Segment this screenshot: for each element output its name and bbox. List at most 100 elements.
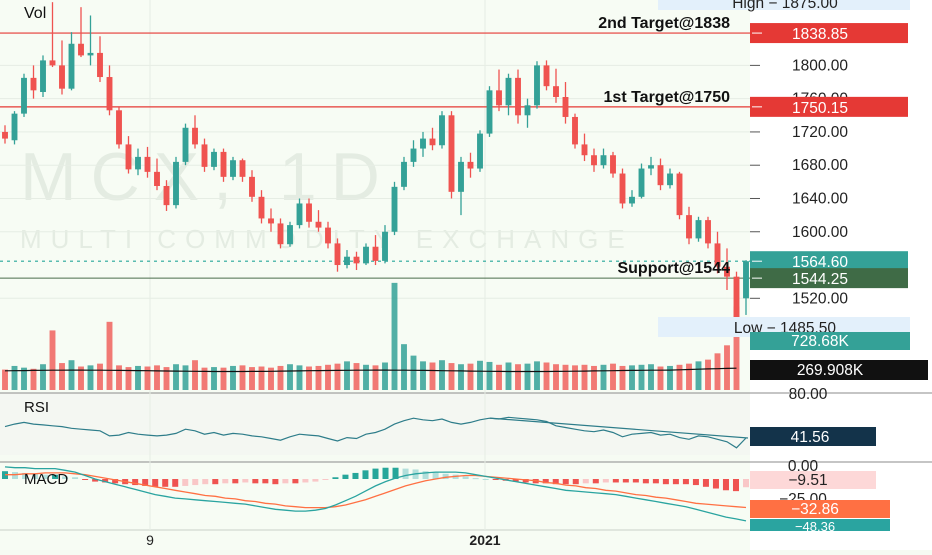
candle-body — [344, 256, 350, 266]
volume-bar — [382, 362, 388, 390]
candle-body — [163, 186, 170, 206]
candle-body — [59, 65, 65, 89]
candle-body — [106, 77, 113, 111]
volume-bar — [477, 360, 483, 390]
volume-bar — [667, 365, 673, 390]
macd-histogram-bar — [612, 479, 619, 483]
price-badge — [750, 96, 908, 117]
candle-body — [211, 151, 217, 167]
candle-body — [363, 246, 369, 264]
macd-signal-line — [5, 472, 747, 509]
candle-body — [78, 43, 84, 56]
volume-bar — [97, 363, 103, 390]
candle-body — [21, 77, 27, 114]
volume-bar — [410, 355, 417, 390]
volume-bar — [116, 365, 122, 390]
candle-body — [30, 77, 37, 91]
x-tick-label: 9 — [146, 532, 154, 548]
y-tick-label: 1720.00 — [792, 124, 848, 141]
macd-histogram-bar — [402, 468, 409, 479]
macd-histogram-bar — [162, 479, 169, 487]
volume-bar — [68, 360, 75, 390]
candle-body — [676, 173, 683, 216]
macd-histogram-bar — [672, 479, 679, 485]
volume-ma-badge-label: 269.908K — [797, 362, 864, 379]
volume-bar — [705, 359, 711, 390]
volume-bar — [287, 364, 293, 390]
candle-body — [296, 203, 303, 226]
watermark-name: MULTI COMMODITY EXCHANGE — [20, 224, 634, 254]
volume-bar — [30, 368, 37, 390]
price-badge-label: 1544.25 — [792, 271, 848, 288]
volume-bar — [676, 364, 683, 390]
candle-body — [315, 221, 322, 228]
candle-body — [619, 173, 626, 204]
volume-bar — [562, 364, 569, 390]
candle-body — [572, 116, 578, 145]
price-badge — [750, 268, 908, 289]
macd-histogram-bar — [22, 472, 29, 479]
macd-label: MACD — [24, 471, 68, 488]
macd-histogram-bar — [192, 479, 199, 486]
volume-badge — [750, 332, 910, 350]
macd-histogram-bar — [652, 479, 659, 484]
candle-body — [173, 161, 179, 206]
candle-body — [629, 196, 635, 204]
candle-body — [258, 196, 265, 219]
volume-bar — [657, 366, 664, 390]
macd-histogram-bar — [642, 479, 649, 484]
price-badge — [750, 23, 908, 44]
macd-histogram-bar — [92, 479, 99, 482]
candle-body — [420, 138, 426, 149]
macd-histogram-bar — [472, 478, 479, 480]
volume-bar — [439, 360, 445, 390]
chart-labels: Vol RSI MACD 2nd Target@1838 1st Target@1750… — [24, 5, 730, 548]
volume-bar — [125, 367, 132, 390]
volume-bar — [467, 363, 474, 390]
watermark-symbol: MCX, 1D — [20, 139, 394, 215]
x-tick-label: 2021 — [469, 532, 500, 548]
candle-body — [600, 155, 607, 166]
candle-body — [648, 165, 654, 169]
candle-body — [249, 176, 255, 197]
candle-body — [116, 110, 122, 145]
macd-histogram-bar — [262, 479, 269, 484]
macd-histogram-bar — [352, 472, 359, 479]
volume-ma-line — [4, 367, 737, 373]
candle-body — [410, 148, 417, 162]
volume-bar — [591, 365, 597, 390]
price-badge-label: 1564.60 — [792, 254, 848, 271]
rsi-tick-label: 80.00 — [789, 386, 828, 403]
macd-histogram-bar — [182, 479, 189, 486]
level-lines — [0, 32, 750, 279]
volume-bar — [87, 365, 94, 390]
macd-histogram-bar — [72, 477, 79, 479]
annotation-label: Support@1544 — [617, 260, 730, 277]
macd-histogram-bar — [702, 479, 709, 487]
macd-histogram-bar — [712, 479, 719, 489]
candle-body — [334, 243, 341, 266]
candle-body — [182, 127, 189, 162]
volume-bar — [515, 364, 521, 390]
price-badge-label: 1838.85 — [792, 26, 848, 43]
macd-histogram-bar — [282, 479, 289, 484]
volume-bar — [524, 363, 531, 390]
high-label: High − 1875.00 — [732, 0, 838, 12]
volume-bar — [638, 364, 645, 390]
macd-hist-badge — [750, 471, 876, 489]
candle-body — [230, 160, 236, 177]
candle-body — [524, 105, 531, 116]
volume-bar — [182, 365, 189, 390]
macd-histogram-bar — [442, 473, 449, 479]
candle-body — [686, 215, 692, 239]
macd-histogram-bar — [292, 479, 299, 484]
high-badge — [658, 0, 910, 10]
macd-histogram-bar — [252, 479, 259, 484]
candle-body — [325, 227, 331, 244]
candle-body — [496, 90, 502, 106]
candle-body — [97, 52, 103, 78]
volume-bar — [458, 364, 464, 390]
y-tick-label: 1680.00 — [792, 157, 848, 174]
volume-bar — [448, 363, 455, 390]
